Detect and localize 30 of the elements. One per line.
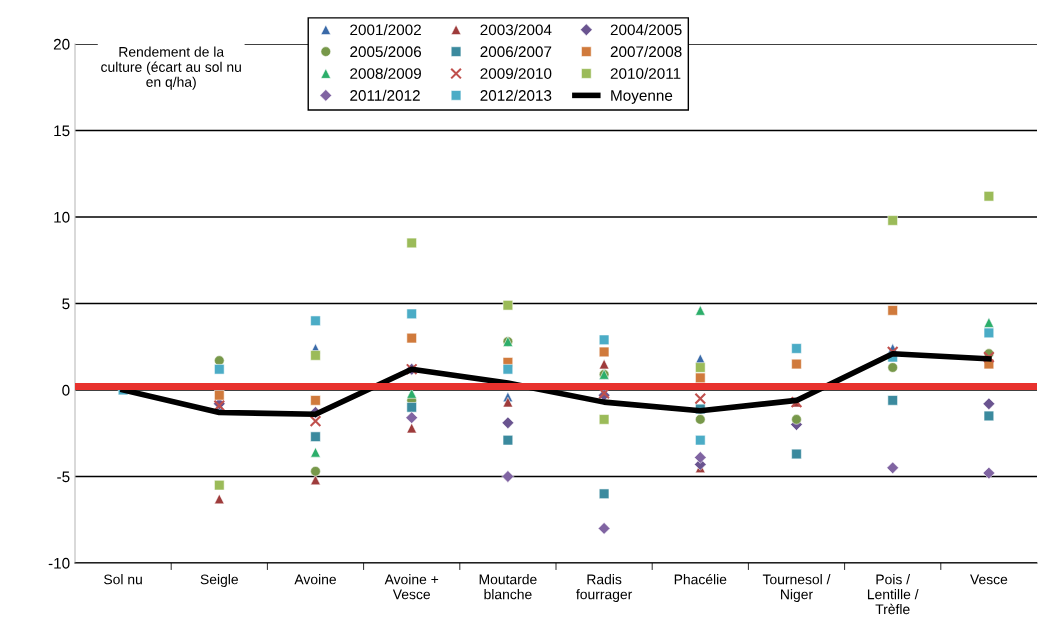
- x-tick-label: Phacélie: [674, 573, 727, 585]
- y-tick-label: 5: [62, 298, 70, 310]
- y-tick-label: 15: [54, 125, 70, 137]
- x-tick-label: Vesce: [970, 574, 1008, 585]
- legend-label: 2007/2008: [610, 45, 682, 58]
- legend-label: 2009/2010: [480, 67, 552, 79]
- y-tick-label: 20: [53, 38, 70, 50]
- legend-label: 2012/2013: [480, 89, 552, 101]
- y-tick-label: -10: [48, 557, 70, 569]
- x-tick-label: Sol nu: [104, 574, 142, 585]
- y-tick-label: -5: [57, 471, 70, 483]
- legend-label: Moyenne: [611, 90, 673, 104]
- y-tick-label: 0: [62, 384, 70, 396]
- x-tick-label: Pois / Lentille / Trèfle: [867, 574, 919, 615]
- legend-label: 2008/2009: [350, 67, 421, 79]
- y-tick-label: 10: [54, 211, 70, 223]
- legend-label: 2006/2007: [480, 45, 552, 58]
- x-tick-label: Avoine + Vesce: [384, 574, 439, 600]
- legend-label: 2005/2006: [350, 45, 422, 58]
- x-tick-label: Seigle: [200, 574, 238, 588]
- legend-label: 2001/2002: [350, 24, 421, 36]
- legend-label: 2004/2005: [610, 24, 682, 36]
- legend-label: 2010/2011: [610, 67, 681, 79]
- x-tick-label: Avoine: [294, 574, 336, 585]
- x-tick-label: Radis fourrager: [576, 574, 633, 603]
- x-tick-label: Tournesol / Niger: [762, 574, 831, 603]
- legend-label: 2003/2004: [480, 24, 552, 36]
- y-axis-title: Rendement de la culture (écart au sol nu en q/ha): [101, 46, 241, 90]
- legend-label: 2011/2012: [350, 89, 420, 101]
- x-tick-label: Moutarde blanche: [479, 574, 537, 600]
